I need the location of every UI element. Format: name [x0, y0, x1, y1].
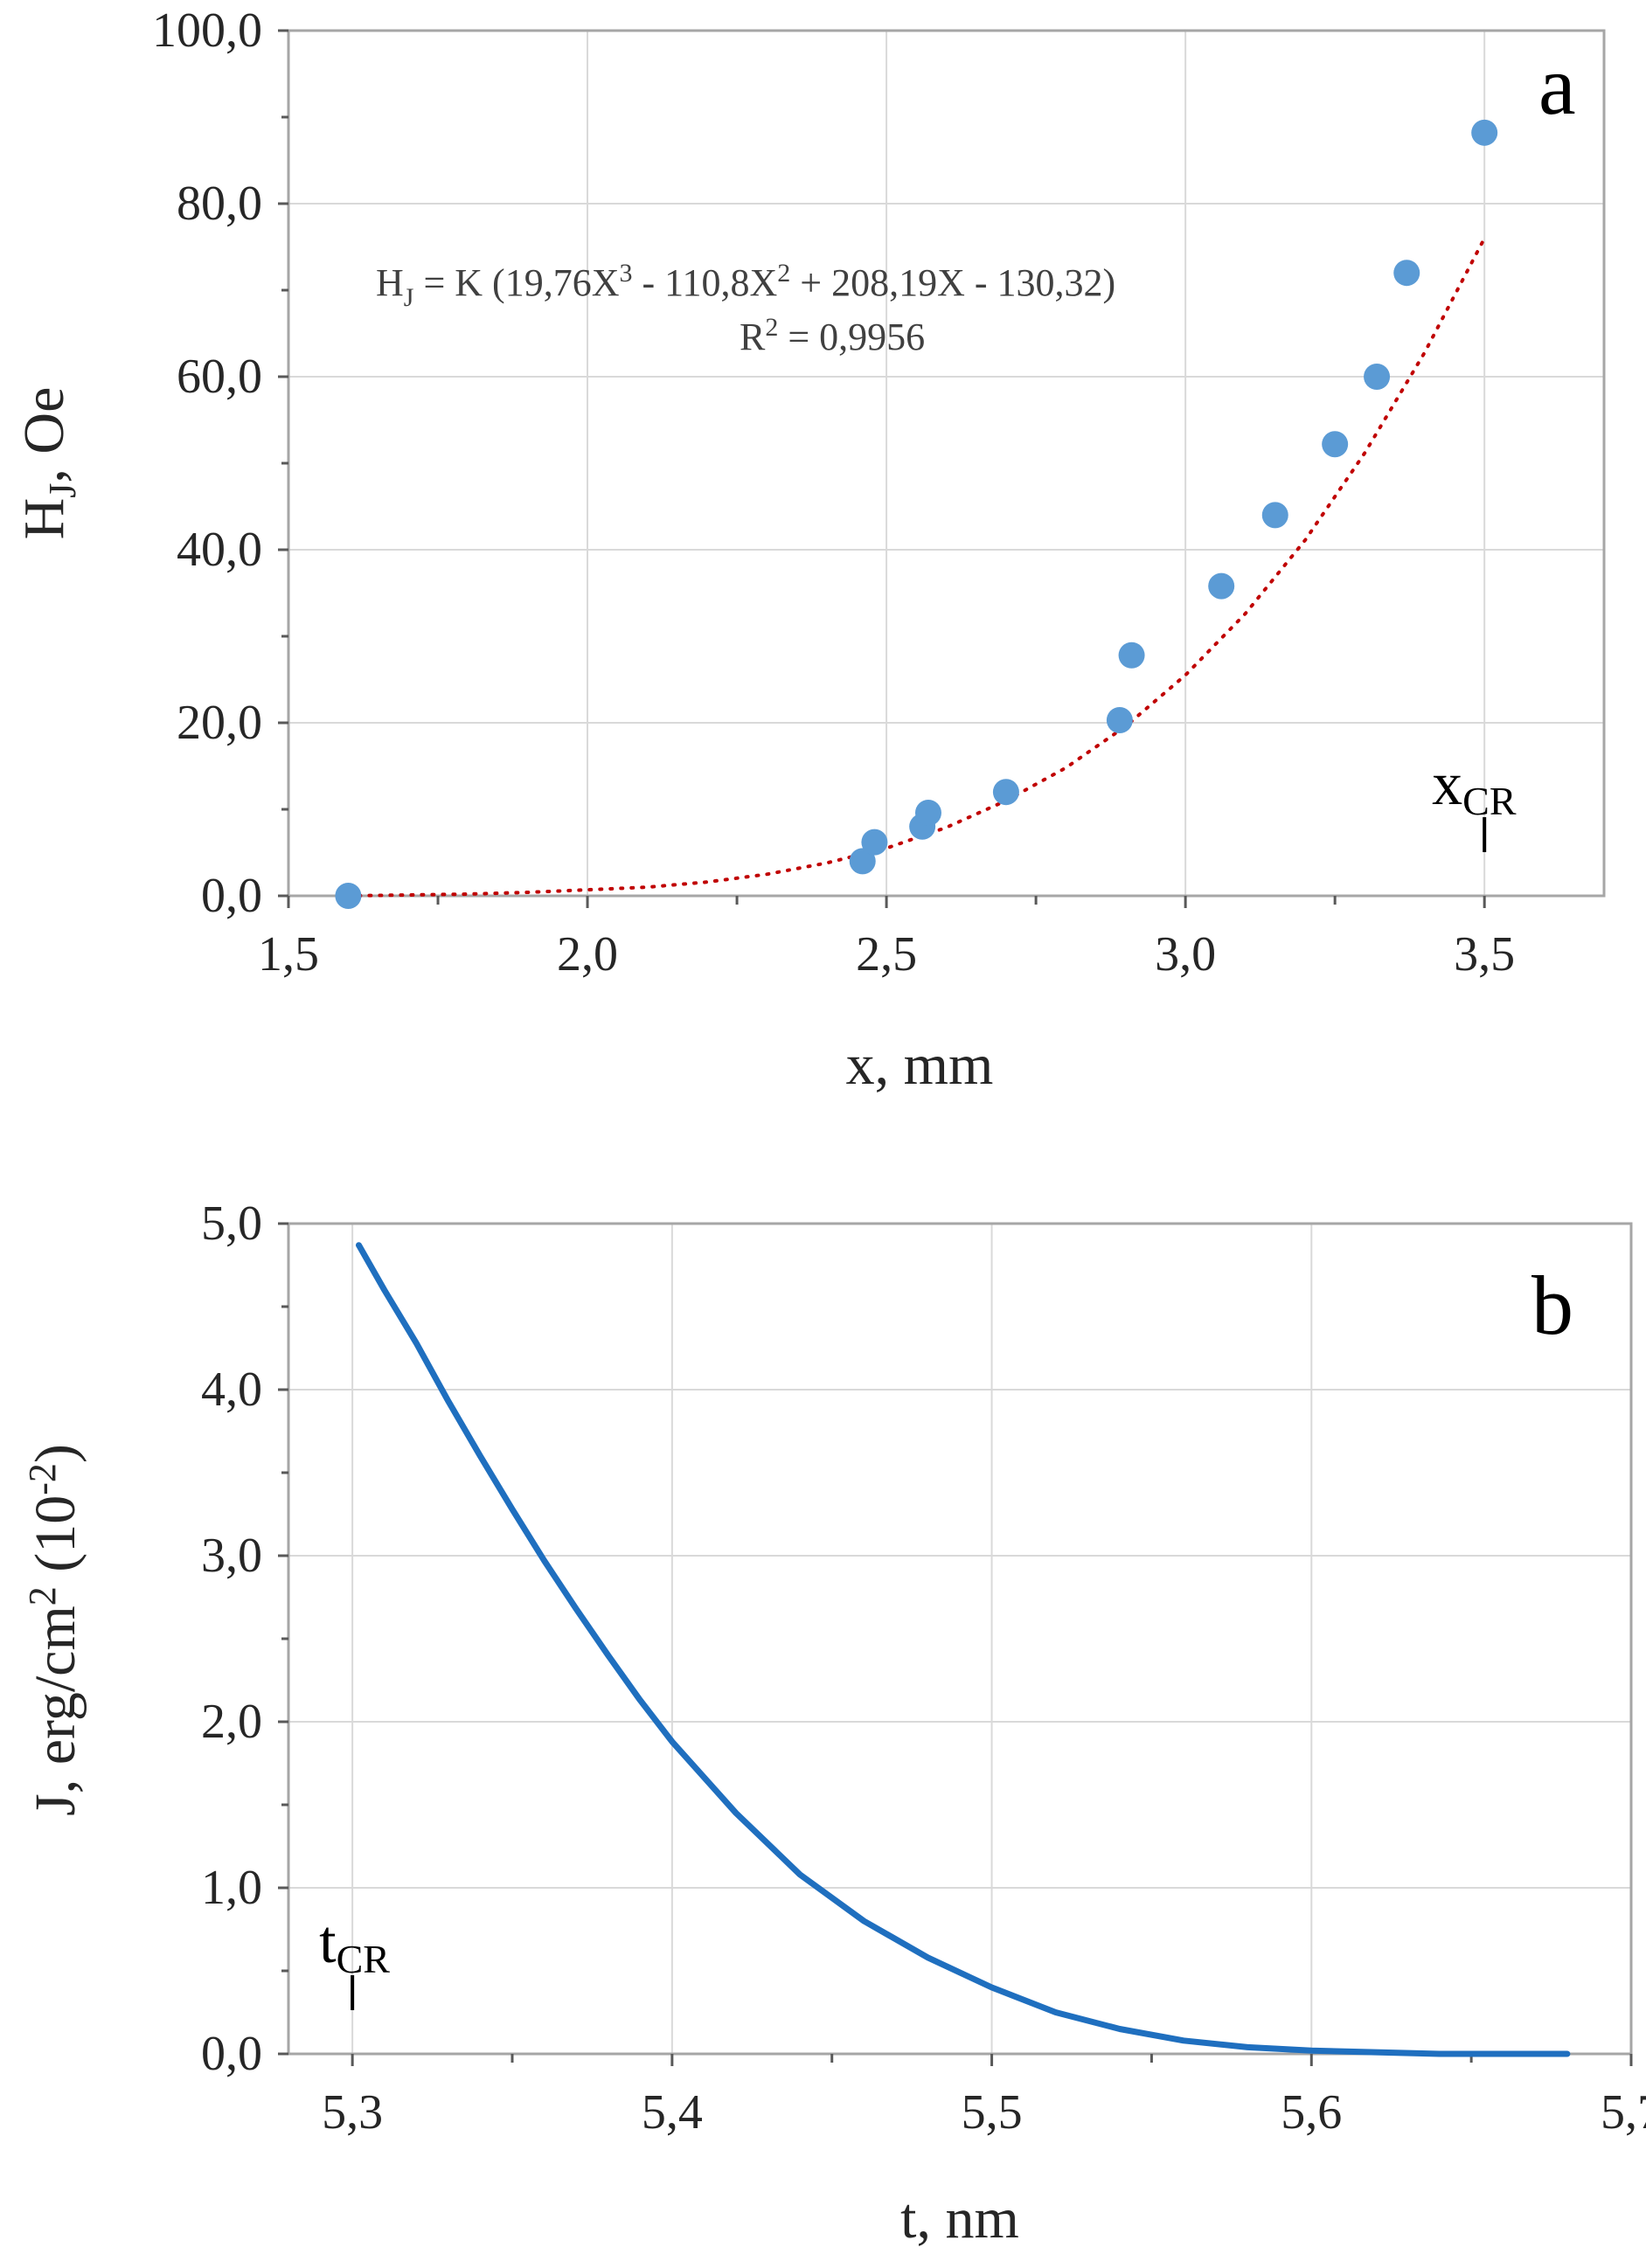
chart-a-panel-label: a	[1538, 38, 1576, 132]
chart-a-equation: HJ = K (19,76X3 - 110,8X2 + 208,19X - 13…	[376, 259, 1115, 312]
chart-a-data-point	[1322, 431, 1349, 458]
chart-b-x-axis-label: t, nm	[900, 2187, 1019, 2251]
chart-b-y-tick-label: 2,0	[201, 1695, 262, 1749]
chart-a-data-point	[335, 883, 362, 909]
critical-label-main: t	[319, 1909, 337, 1976]
chart-b-x-tick-label: 5,7	[1601, 2085, 1646, 2140]
chart-a-x-tick-label: 3,5	[1454, 927, 1515, 981]
chart-a-x-tick-label: 3,0	[1155, 927, 1216, 981]
chart-a: 1,5 2,0 2,5 3,0 3,50,020,040,060,080,0100,0 …	[12, 3, 1606, 1097]
chart-a-y-tick-label: 100,0	[152, 3, 262, 58]
chart-a-y-tick-label: 40,0	[177, 523, 262, 577]
chart-a-critical-label: xCR	[1432, 751, 1517, 823]
chart-b-y-tick-label: 5,0	[201, 1196, 262, 1251]
chart-a-data-point	[849, 848, 876, 875]
chart-a-data-point	[1118, 642, 1145, 669]
chart-b-x-tick-label: 5,6	[1281, 2085, 1342, 2140]
chart-b-y-tick-label: 1,0	[201, 1861, 262, 1915]
chart-a-y-tick-label: 0,0	[201, 869, 262, 923]
critical-label-sub: CR	[1462, 779, 1517, 823]
chart-a-data-point	[1261, 502, 1288, 529]
critical-label-sub: CR	[337, 1937, 391, 1981]
chart-a-data-point	[1208, 572, 1235, 600]
chart-a-x-tick-label: 2,0	[557, 927, 618, 981]
critical-label-main: x	[1432, 751, 1462, 818]
chart-b-x-tick-label: 5,3	[322, 2085, 383, 2140]
chart-a-data-point	[1106, 707, 1133, 734]
chart-a-data-point	[1471, 119, 1498, 146]
chart-a-data-point	[1364, 364, 1391, 390]
chart-b-x-tick-label: 5,4	[642, 2085, 703, 2140]
chart-a-data-point	[992, 779, 1019, 806]
chart-a-data-point	[1393, 260, 1420, 287]
chart-a-x-tick-label: 1,5	[258, 927, 319, 981]
chart-b-series-line	[356, 1242, 1571, 2057]
chart-b-y-tick-label: 0,0	[201, 2027, 262, 2081]
chart-a-r-squared: R2 = 0,9956	[740, 313, 925, 358]
chart-a-x-tick-label: 2,5	[856, 927, 917, 981]
chart-a-y-axis-label: HJ, Oe	[12, 387, 84, 540]
chart-a-x-axis-label: x, mm	[846, 1033, 994, 1097]
chart-b-x-tick-label: 5,5	[962, 2085, 1023, 2140]
chart-b: 5,35,45,55,65,70,01,02,03,04,05,0 tCR b …	[21, 1196, 1646, 2251]
chart-b-y-axis-label: J, erg/cm2 (10-2)	[21, 1444, 87, 1816]
chart-a-y-tick-label: 80,0	[177, 177, 262, 231]
chart-a-y-tick-label: 60,0	[177, 350, 262, 404]
chart-a-fit-line	[346, 236, 1487, 898]
chart-b-panel-label: b	[1531, 1259, 1573, 1352]
chart-a-data-point	[914, 799, 941, 826]
chart-b-y-tick-label: 3,0	[201, 1529, 262, 1583]
chart-b-y-tick-label: 4,0	[201, 1363, 262, 1417]
chart-a-y-tick-label: 20,0	[177, 696, 262, 750]
chart-b-critical-label: tCR	[319, 1909, 390, 1981]
chart-a-data-point	[861, 829, 888, 856]
